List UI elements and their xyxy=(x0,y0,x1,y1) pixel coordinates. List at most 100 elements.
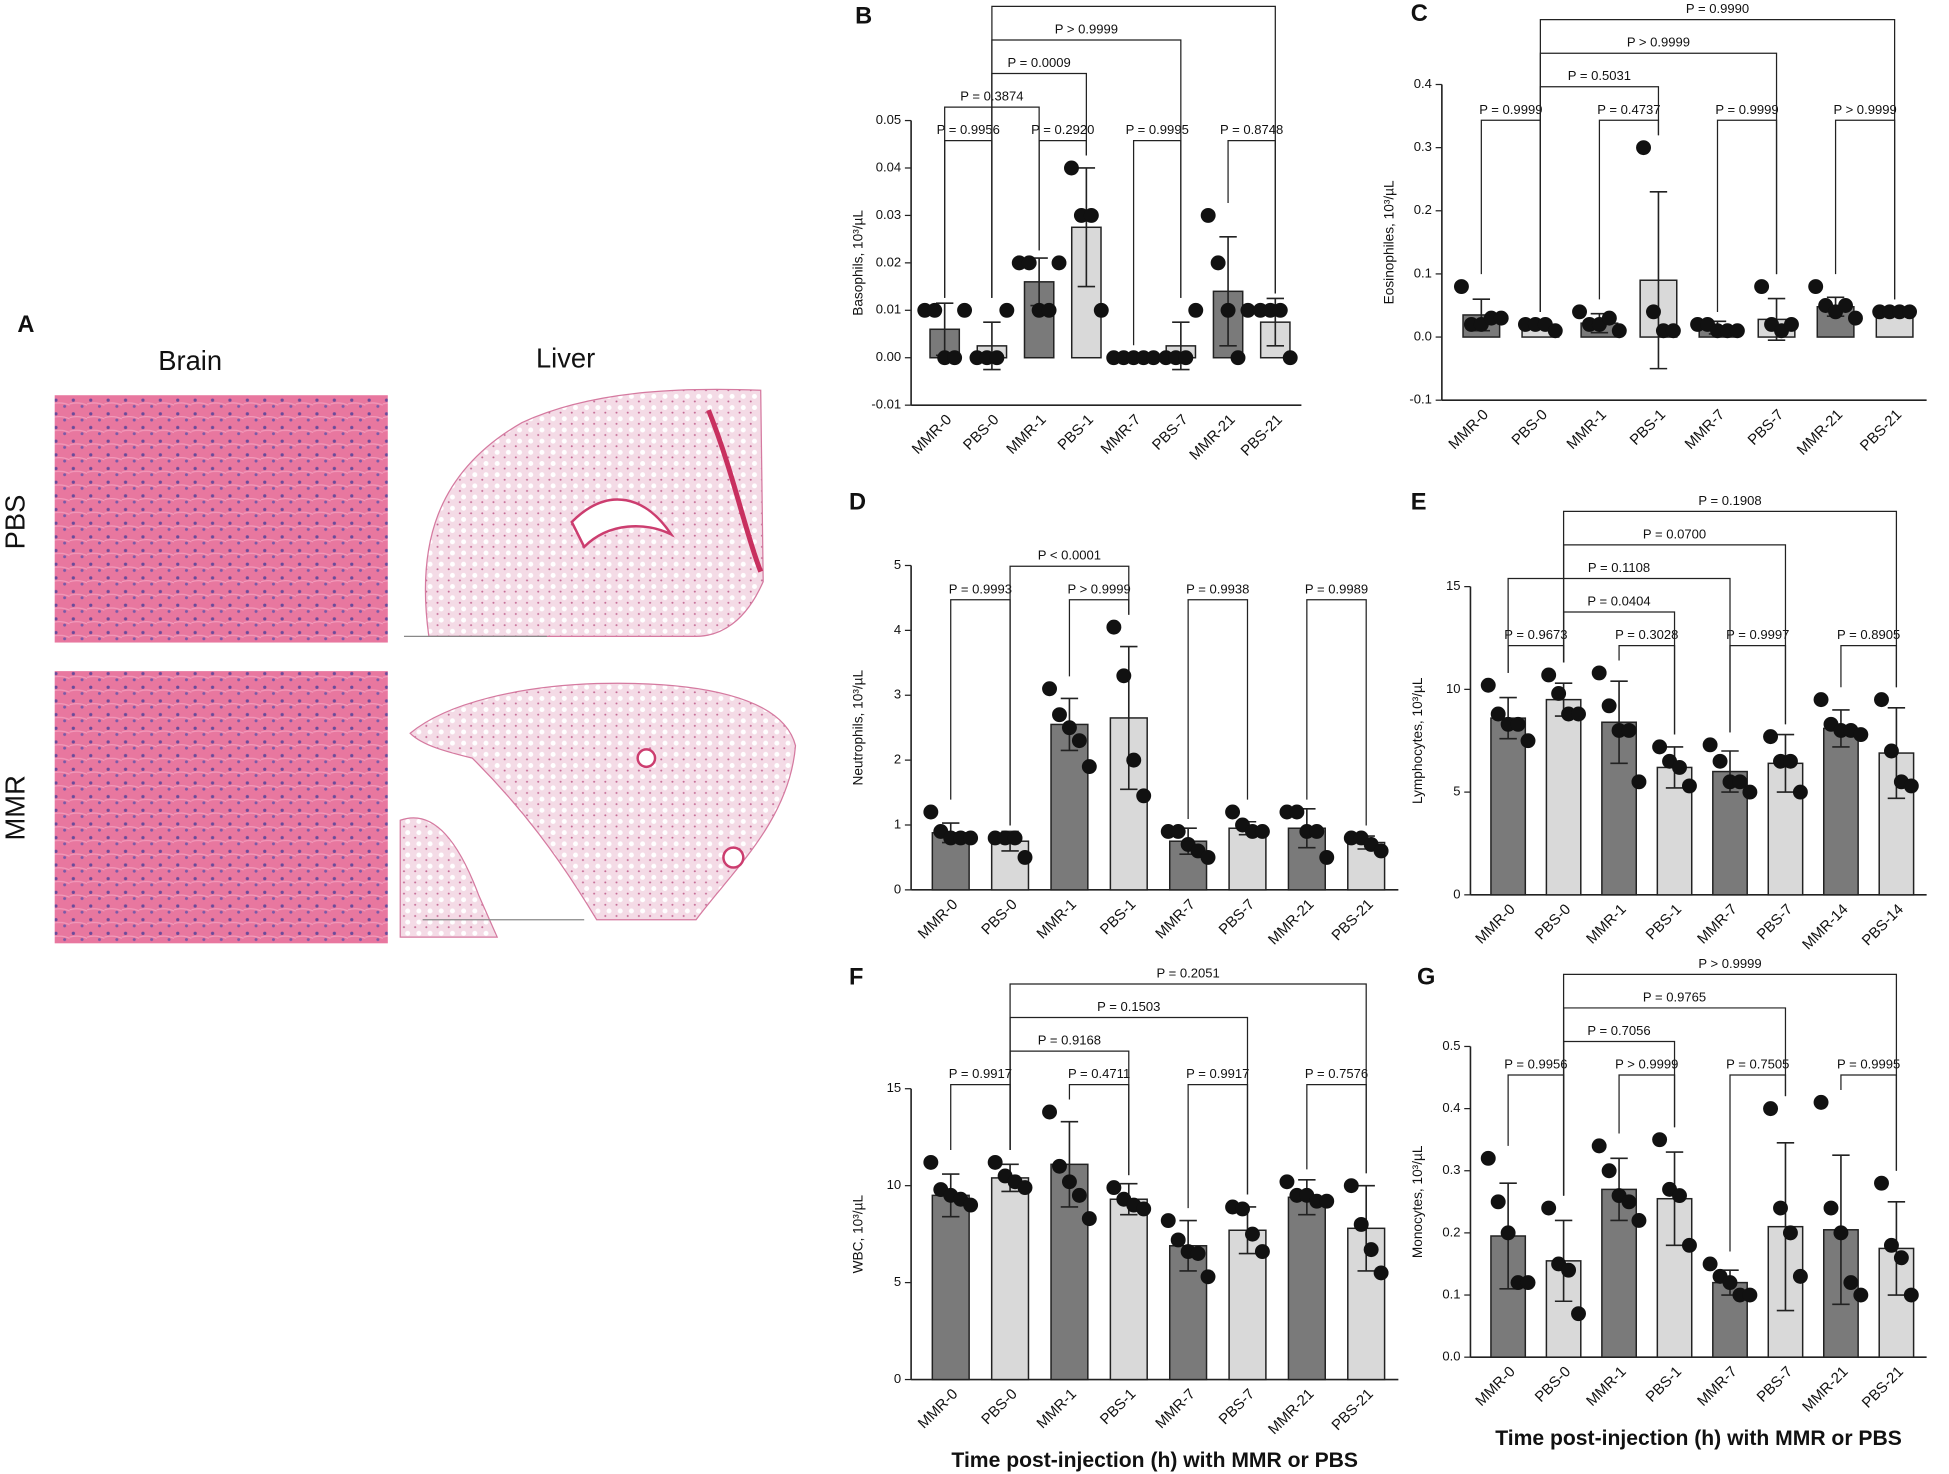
p-value: P > 0.9999 xyxy=(1698,956,1761,971)
data-point xyxy=(1702,1256,1718,1272)
bracket xyxy=(991,5,1276,298)
x-tick-label: MMR-0 xyxy=(1446,407,1492,453)
data-point xyxy=(1702,737,1718,753)
x-tick-label: PBS-7 xyxy=(1745,407,1787,449)
y-tick-label: 2 xyxy=(894,752,901,767)
p-value: P = 0.7505 xyxy=(1726,1057,1789,1072)
p-value: P = 0.4711 xyxy=(1068,1066,1130,1081)
data-point xyxy=(1071,1187,1087,1203)
data-point xyxy=(1823,1200,1839,1216)
data-point xyxy=(1903,778,1919,794)
data-point xyxy=(1500,1225,1516,1241)
p-value: P = 0.9917 xyxy=(949,1066,1012,1081)
bracket xyxy=(1132,140,1182,346)
data-point xyxy=(1136,1201,1152,1217)
liver-image xyxy=(397,387,764,638)
x-tick-label: MMR-1 xyxy=(1584,902,1630,948)
p-value: P = 0.2051 xyxy=(1157,965,1220,980)
x-tick-label: MMR-21 xyxy=(1266,1386,1318,1438)
p-value: P = 0.9993 xyxy=(949,581,1012,596)
bracket xyxy=(1562,973,1898,1196)
panel-a: A Brain Liver PBS MMR xyxy=(0,312,801,944)
x-tick-label: MMR-0 xyxy=(1473,902,1519,948)
bracket xyxy=(1009,565,1130,826)
p-value: P = 0.0404 xyxy=(1587,594,1650,609)
x-tick-label: MMR-21 xyxy=(1794,407,1846,459)
data-point xyxy=(1782,1225,1798,1241)
error-bar xyxy=(1060,1120,1079,1208)
data-point xyxy=(1052,1158,1067,1174)
error-bar xyxy=(1077,167,1096,288)
data-point xyxy=(1665,323,1681,339)
p-value: P = 0.3028 xyxy=(1615,627,1678,642)
data-point xyxy=(1621,722,1637,738)
data-point xyxy=(1729,323,1745,339)
y-tick-label: 15 xyxy=(1446,578,1461,593)
x-tick-label: MMR-21 xyxy=(1800,1364,1852,1416)
data-point xyxy=(1081,759,1097,775)
data-point xyxy=(963,830,979,846)
data-point xyxy=(1373,1265,1389,1281)
bracket xyxy=(1480,119,1541,313)
x-tick-label: PBS-7 xyxy=(1754,1364,1796,1406)
data-point xyxy=(923,1154,939,1170)
data-point xyxy=(1245,1226,1260,1242)
data-point xyxy=(1902,304,1917,320)
data-point xyxy=(1808,279,1824,295)
y-tick-label: 10 xyxy=(1446,681,1461,696)
x-tick-label: PBS-0 xyxy=(1509,407,1551,449)
data-point xyxy=(947,350,963,366)
data-point xyxy=(1763,1101,1779,1117)
data-point xyxy=(1061,720,1077,736)
row-label: PBS xyxy=(0,495,31,550)
x-tick-label: MMR-1 xyxy=(1034,897,1080,943)
data-point xyxy=(1572,304,1587,320)
bracket xyxy=(1618,1074,1676,1134)
data-point xyxy=(1363,1242,1379,1258)
error-bar xyxy=(1649,191,1668,370)
p-value: P > 0.9999 xyxy=(1615,1057,1678,1072)
data-point xyxy=(1279,1174,1295,1190)
y-tick-label: 0.0 xyxy=(1414,329,1432,344)
data-point xyxy=(1136,788,1152,804)
p-value: P = 0.1503 xyxy=(1097,999,1160,1014)
data-point xyxy=(1017,1180,1033,1196)
error-bar xyxy=(1610,680,1628,765)
data-point xyxy=(1672,1188,1687,1204)
data-point xyxy=(1541,667,1557,683)
x-tick-label: PBS-7 xyxy=(1216,897,1258,939)
bar xyxy=(1545,698,1582,896)
data-point xyxy=(1200,849,1216,865)
data-point xyxy=(1373,843,1389,859)
x-tick-label: MMR-7 xyxy=(1682,407,1728,453)
error-bar xyxy=(1219,235,1237,347)
data-point xyxy=(1561,1262,1577,1278)
chart: D Neutrophils, 10³/µL 0 1 2 3 4 5 MMR-0 PBS-0 MMR-… xyxy=(849,490,1399,948)
bracket xyxy=(1729,1074,1787,1252)
y-axis-label: Neutrophils, 10³/µL xyxy=(851,669,866,785)
data-point xyxy=(1520,733,1536,749)
data-point xyxy=(1547,323,1563,339)
data-point xyxy=(1636,140,1651,156)
data-point xyxy=(1289,804,1305,820)
data-point xyxy=(1631,774,1647,790)
data-point xyxy=(1071,733,1087,749)
p-value: P > 0.9999 xyxy=(1055,21,1118,36)
data-point xyxy=(989,350,1005,366)
p-value: P = 0.7576 xyxy=(1305,1066,1368,1081)
data-point xyxy=(1272,302,1288,318)
data-point xyxy=(1893,1250,1909,1266)
data-point xyxy=(1792,1268,1808,1284)
p-value: P = 0.7056 xyxy=(1587,1023,1650,1038)
y-tick-label: 0 xyxy=(1453,886,1460,901)
bracket xyxy=(1306,1084,1367,1174)
data-point xyxy=(923,804,939,820)
data-point xyxy=(1611,323,1627,339)
x-tick-label: MMR-7 xyxy=(1695,1364,1741,1410)
data-point xyxy=(1848,310,1863,326)
bracket xyxy=(1507,1074,1565,1196)
bracket xyxy=(1539,19,1896,313)
p-value: P = 0.9917 xyxy=(1186,1066,1249,1081)
brain-image xyxy=(54,671,388,944)
p-value: P = 0.0009 xyxy=(1008,55,1071,70)
